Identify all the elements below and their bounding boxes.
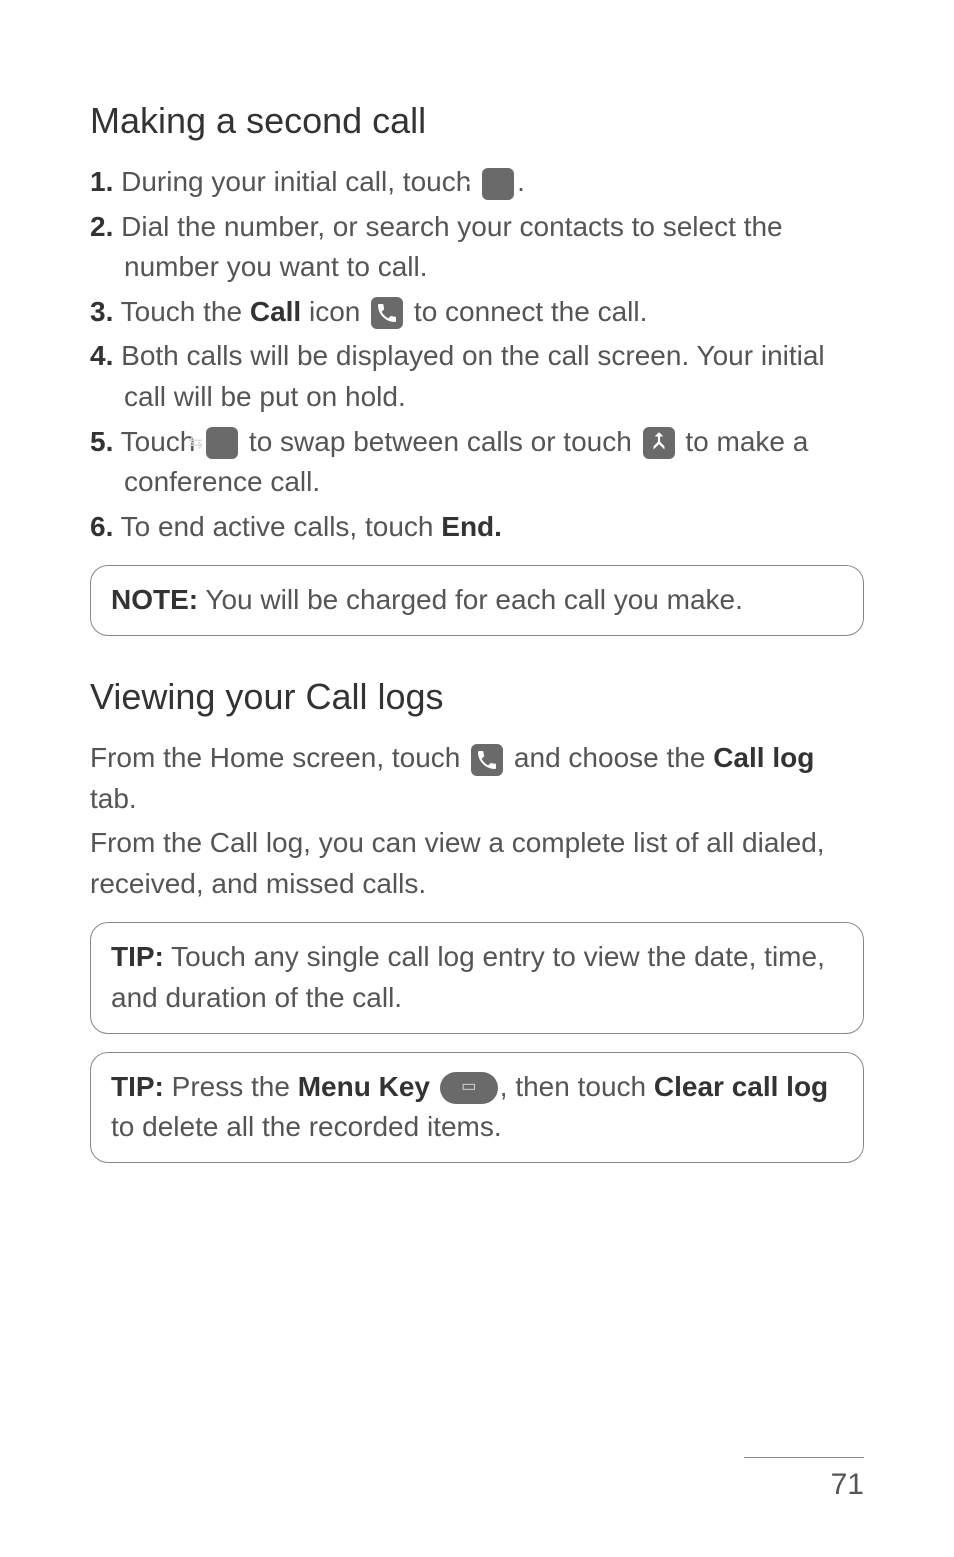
page-number: 71	[744, 1468, 864, 1502]
tip-label: TIP:	[111, 941, 164, 972]
bold-clear-log: Clear call log	[654, 1071, 828, 1102]
step-num: 2.	[90, 211, 113, 242]
step-num: 3.	[90, 296, 113, 327]
note-text: You will be charged for each call you ma…	[198, 584, 743, 615]
step-num: 5.	[90, 426, 113, 457]
add-call-icon	[482, 168, 514, 200]
step-5: 5. Touch to swap between calls or touch …	[90, 422, 864, 503]
step-text: To end active calls, touch	[113, 511, 441, 542]
swap-calls-icon	[206, 427, 238, 459]
steps-list: 1. During your initial call, touch . 2. …	[90, 162, 864, 547]
note-box: NOTE: You will be charged for each call …	[90, 565, 864, 636]
tip-mid: , then touch	[500, 1071, 654, 1102]
para-1: From the Home screen, touch and choose t…	[90, 738, 864, 819]
step-6: 6. To end active calls, touch End.	[90, 507, 864, 548]
step-3: 3. Touch the Call icon to connect the ca…	[90, 292, 864, 333]
phone-app-icon	[471, 744, 503, 776]
call-icon	[371, 297, 403, 329]
heading-making-second-call: Making a second call	[90, 100, 864, 142]
step-text: Touch the	[113, 296, 249, 327]
tip-box-1: TIP: Touch any single call log entry to …	[90, 922, 864, 1033]
tip-after: to delete all the recorded items.	[111, 1111, 502, 1142]
bold-end: End.	[441, 511, 502, 542]
step-text-after: to connect the call.	[406, 296, 647, 327]
tip-label: TIP:	[111, 1071, 164, 1102]
step-text: Dial the number, or search your contacts…	[113, 211, 782, 283]
menu-key-icon	[440, 1072, 498, 1104]
footer-line	[744, 1457, 864, 1458]
bold-call-log: Call log	[713, 742, 814, 773]
step-1: 1. During your initial call, touch .	[90, 162, 864, 203]
step-num: 4.	[90, 340, 113, 371]
tip-before: Press the	[164, 1071, 298, 1102]
para-2: From the Call log, you can view a comple…	[90, 823, 864, 904]
step-text: During your initial call, touch	[113, 166, 479, 197]
step-text-after: .	[517, 166, 525, 197]
step-2: 2. Dial the number, or search your conta…	[90, 207, 864, 288]
step-text-mid: to swap between calls or touch	[241, 426, 639, 457]
p1-mid: and choose the	[506, 742, 713, 773]
bold-menu-key: Menu Key	[298, 1071, 438, 1102]
step-num: 6.	[90, 511, 113, 542]
heading-viewing-call-logs: Viewing your Call logs	[90, 676, 864, 718]
p1-before: From the Home screen, touch	[90, 742, 468, 773]
step-num: 1.	[90, 166, 113, 197]
tip-box-2: TIP: Press the Menu Key , then touch Cle…	[90, 1052, 864, 1163]
merge-calls-icon	[643, 427, 675, 459]
step-4: 4. Both calls will be displayed on the c…	[90, 336, 864, 417]
page-footer: 71	[744, 1457, 864, 1502]
step-text: Both calls will be displayed on the call…	[113, 340, 824, 412]
bold-call: Call	[250, 296, 301, 327]
p1-after: tab.	[90, 783, 137, 814]
tip-text: Touch any single call log entry to view …	[111, 941, 825, 1013]
note-label: NOTE:	[111, 584, 198, 615]
step-text-mid: icon	[301, 296, 368, 327]
